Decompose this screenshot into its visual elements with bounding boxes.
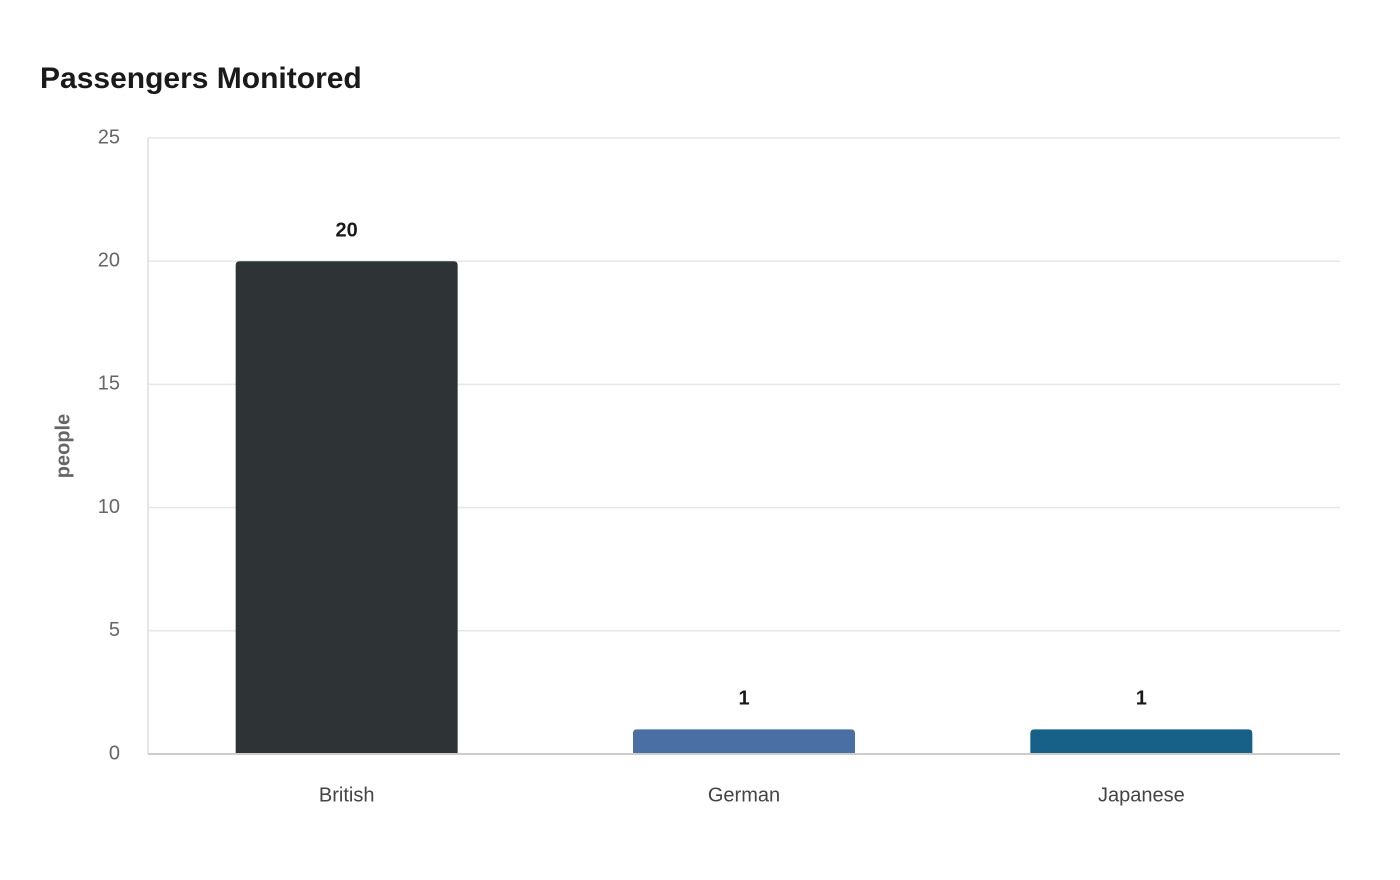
value-label: 1: [738, 688, 749, 710]
value-label: 1: [1136, 688, 1147, 710]
y-axis-label: people: [52, 414, 74, 478]
x-tick-label: British: [319, 784, 375, 806]
value-label: 20: [336, 219, 358, 241]
bar: [235, 261, 458, 754]
bar: [633, 729, 855, 754]
x-tick-label: German: [708, 784, 780, 806]
x-tick-label: Japanese: [1098, 784, 1185, 806]
bar: [1030, 729, 1253, 754]
y-tick-label: 5: [109, 619, 120, 641]
chart-title: Passengers Monitored: [40, 62, 362, 95]
y-tick-label: 0: [109, 742, 120, 764]
y-tick-label: 15: [98, 373, 120, 395]
y-tick-label: 10: [98, 496, 120, 518]
y-tick-label: 25: [98, 126, 120, 148]
y-tick-label: 20: [98, 249, 120, 271]
